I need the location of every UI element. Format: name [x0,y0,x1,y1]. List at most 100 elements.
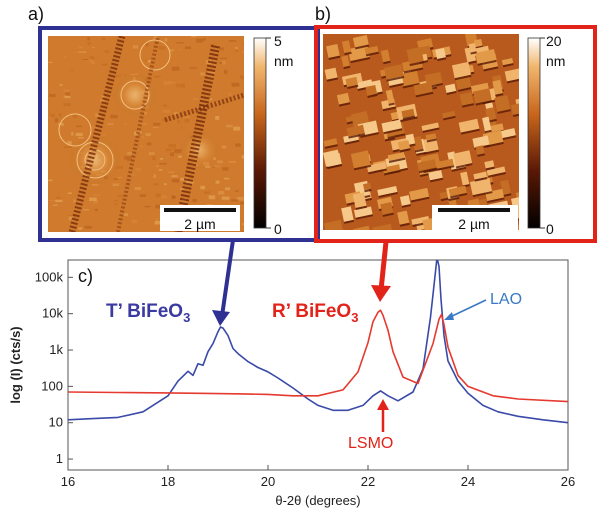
x-tick-label: 16 [61,474,75,489]
afm-b-grain-shadow [398,116,418,123]
afm-b-grain [494,95,511,112]
afm-b-grain [372,223,393,230]
afm-a-texel [242,43,244,46]
colorbar-b [527,37,541,229]
afm-b-grain [352,35,369,48]
afm-a-texel [156,165,159,168]
afm-b-grain-shadow [440,197,450,202]
afm-a-texel [172,178,180,183]
afm-a-texel [172,115,178,117]
afm-b-grain-shadow [426,138,437,143]
afm-a-texel [127,152,132,155]
afm-a-texel [101,95,105,98]
afm-a-texel [242,50,244,53]
afm-a-texel [87,42,91,45]
afm-a-texel [63,103,71,107]
afm-a-texel [171,147,177,149]
afm-a-texel [222,167,229,171]
afm-a-texel [186,181,194,185]
afm-a-texel [92,126,101,129]
afm-b-grain-shadow [506,77,519,84]
afm-b-grain-shadow [402,115,416,120]
afm-b-grain-shadow [437,57,447,62]
afm-a-texel [75,132,83,137]
afm-b-grain [444,83,457,94]
afm-a-texel [228,92,232,96]
afm-a-texel [90,60,95,65]
afm-b-grain-shadow [460,128,480,135]
afm-a-texel [158,46,166,50]
afm-a-texel [87,37,90,41]
afm-a-texel [180,127,183,129]
afm-a-texel [192,97,198,101]
afm-a-texel [49,117,52,119]
afm-b-grain-shadow [423,149,440,155]
afm-a-texel [101,38,106,40]
afm-b-grain-shadow [344,219,355,224]
t-prime-bifeo3-label: T’ BiFeO3 [106,301,190,325]
afm-a-texel [161,195,167,199]
afm-a-texel [100,99,105,102]
afm-b-grain-shadow [386,75,405,82]
afm-a-texel [141,135,144,139]
afm-b-grain [475,145,485,155]
afm-a-texel [168,81,176,84]
r-prime-bifeo3-label: R’ BiFeO3 [272,301,358,325]
afm-a-texel [146,142,152,146]
afm-b-grain [383,64,404,80]
afm-a-texel [219,61,225,65]
afm-b-grain [346,124,365,137]
afm-b-grain [475,48,497,64]
afm-a-texel [63,146,72,148]
afm-b-grain-shadow [475,100,493,106]
afm-b-grain-shadow [355,214,374,220]
afm-b-grain [323,138,338,147]
afm-b-grain-shadow [403,67,424,74]
afm-b-grain-shadow [515,235,523,239]
afm-b-grain-shadow [360,132,379,138]
arrow-t-prime [220,239,235,317]
afm-b-grain [382,164,401,174]
panel-b-letter: b) [315,4,331,24]
afm-b-grain-shadow [384,137,396,142]
afm-b-grain-shadow [483,66,499,72]
afm-a-texel [168,144,176,147]
afm-a-texel [89,56,95,60]
afm-a-texel [56,196,61,199]
afm-a-texel [70,115,74,118]
arrow-lao-head [444,312,454,320]
afm-a-texel [200,185,206,190]
x-tick-label: 18 [161,474,175,489]
x-tick-label: 22 [361,474,375,489]
colorbar-b-unit: nm [546,53,565,69]
afm-b-grain [400,70,420,87]
afm-a-texel [78,51,87,53]
afm-a-texel [233,126,241,131]
afm-a-texel [208,64,217,67]
panel-a-letter: a) [28,4,44,24]
afm-b-grain [421,122,440,131]
afm-b-grain-shadow [368,168,387,175]
x-axis-title: θ-2θ (degrees) [275,493,360,508]
y-tick-label: 100k [35,269,64,284]
afm-a-texel [151,55,155,60]
afm-b-grain [482,116,492,132]
afm-b-grain [380,49,391,63]
afm-a-texel [145,132,151,137]
afm-a-texel [158,169,163,171]
afm-a-texel [159,162,167,165]
afm-a-texel [217,160,223,164]
colorbar-a [253,37,267,229]
afm-b-grain [412,136,424,151]
afm-b-grain-shadow [388,157,406,164]
afm-b-grain [411,215,430,225]
afm-a-texel [82,58,89,60]
afm-a-texel [180,187,185,191]
afm-b-grain-shadow [470,51,477,55]
afm-b-grain-shadow [425,231,441,236]
afm-a-texel [221,61,226,65]
afm-b-grain [350,150,371,169]
afm-b-grain [399,195,411,206]
x-ticks: 16 18 20 22 24 26 [61,465,575,489]
afm-b-grain [459,92,474,106]
